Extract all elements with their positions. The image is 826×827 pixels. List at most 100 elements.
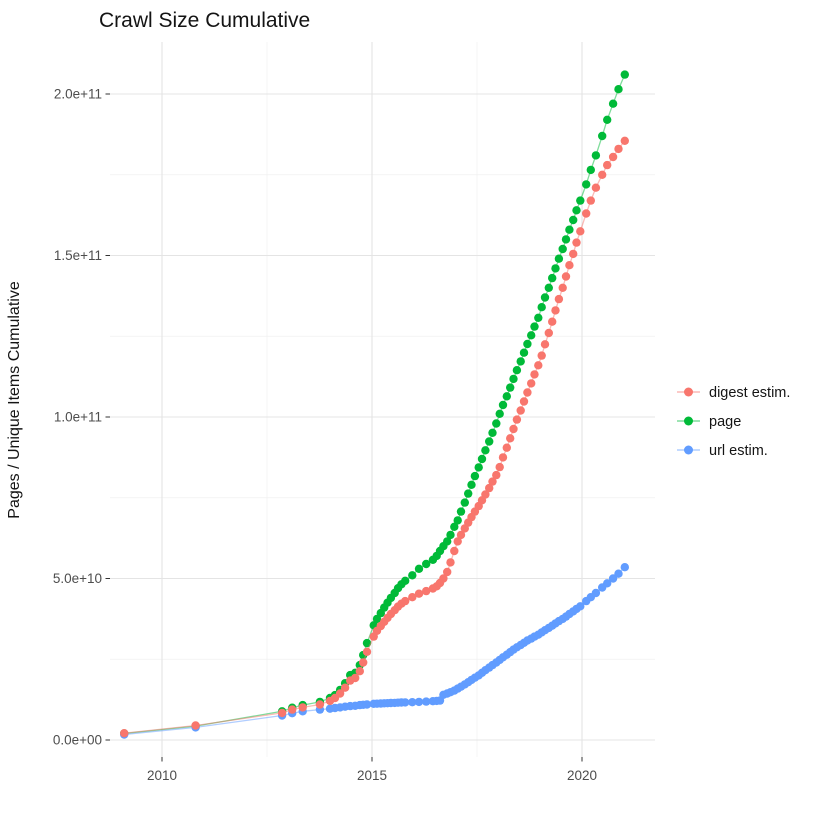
data-point [470, 471, 480, 481]
data-point [481, 446, 490, 455]
data-point [414, 589, 424, 598]
data-point [488, 428, 497, 437]
y-tick-label: 1.5e+11 [54, 248, 102, 263]
data-point [534, 313, 543, 322]
data-point [603, 160, 612, 170]
data-point [509, 374, 518, 384]
x-tick-label: 2015 [357, 768, 387, 783]
data-point [527, 331, 536, 340]
data-point [544, 283, 553, 292]
data-point [464, 489, 473, 498]
data-point [530, 322, 539, 331]
legend-item-url-estim: url estim. [677, 443, 768, 459]
data-point [561, 235, 571, 244]
data-point [519, 348, 529, 357]
y-axis-tick-labels: 0.0e+00 5.0e+10 1.0e+11 1.5e+11 2.0e+11 [53, 87, 102, 748]
data-point [362, 647, 372, 656]
data-point [414, 564, 424, 573]
data-point [572, 238, 581, 247]
data-point [120, 729, 129, 738]
data-point [485, 483, 494, 493]
data-point [359, 658, 368, 667]
data-point [408, 698, 417, 707]
data-point [335, 689, 345, 698]
data-point [439, 574, 448, 583]
data-point [548, 273, 557, 283]
data-point [519, 397, 529, 406]
data-point [582, 209, 591, 218]
y-tick-label: 2.0e+11 [54, 87, 102, 102]
legend-item-page: page [677, 414, 741, 430]
data-point [315, 700, 325, 709]
data-point [298, 703, 307, 712]
data-point [485, 437, 494, 446]
gridlines [110, 42, 655, 757]
data-point [540, 293, 550, 302]
data-point [443, 537, 452, 546]
data-point [572, 206, 581, 215]
data-series-layer [120, 70, 629, 739]
data-point [512, 366, 522, 375]
data-point [453, 516, 462, 525]
data-point [492, 470, 501, 480]
data-point [492, 419, 501, 428]
data-point [422, 586, 431, 596]
data-point [506, 434, 515, 443]
data-point [498, 453, 508, 462]
axis-tick-marks [105, 93, 583, 762]
data-point [614, 85, 623, 94]
data-point [340, 683, 350, 692]
data-point [488, 477, 497, 486]
data-point [586, 196, 595, 205]
data-point [586, 165, 595, 175]
legend-label: digest estim. [709, 385, 790, 401]
data-point [608, 99, 618, 108]
data-point [569, 215, 578, 225]
data-point [608, 152, 618, 162]
data-point [456, 507, 466, 516]
data-point [408, 571, 417, 580]
data-point [614, 569, 623, 578]
legend-label: url estim. [709, 443, 768, 459]
legend-key-point [684, 416, 693, 426]
data-point [591, 183, 601, 192]
data-point [446, 530, 455, 540]
data-point [620, 136, 629, 145]
data-point [582, 180, 591, 189]
data-point [558, 244, 567, 254]
data-point [509, 424, 518, 434]
data-point [620, 70, 629, 79]
data-point [401, 698, 410, 707]
data-point [598, 170, 607, 179]
legend-label: page [709, 414, 741, 430]
data-point [362, 700, 372, 709]
data-point [544, 328, 553, 338]
series-url-estim- [120, 563, 629, 739]
data-point [512, 415, 522, 424]
data-point [603, 579, 612, 588]
data-point [527, 379, 536, 388]
data-point [355, 667, 364, 676]
x-axis-tick-labels: 2010 2015 2020 [147, 768, 597, 783]
data-point [591, 151, 601, 160]
x-tick-label: 2010 [147, 768, 177, 783]
data-point [591, 588, 601, 598]
data-point [523, 388, 532, 397]
data-point [537, 303, 546, 312]
series-line [124, 140, 626, 734]
legend-key-point [684, 387, 693, 397]
data-point [408, 593, 417, 602]
data-point [277, 708, 287, 718]
data-point [569, 249, 578, 259]
data-point [481, 490, 490, 499]
data-point [502, 443, 511, 452]
data-point [576, 602, 585, 611]
series-line [124, 566, 626, 736]
data-point [401, 576, 410, 585]
data-point [554, 254, 564, 263]
data-point [495, 409, 504, 418]
data-point [446, 558, 455, 567]
data-point [608, 574, 618, 583]
legend-key-point [684, 445, 693, 455]
